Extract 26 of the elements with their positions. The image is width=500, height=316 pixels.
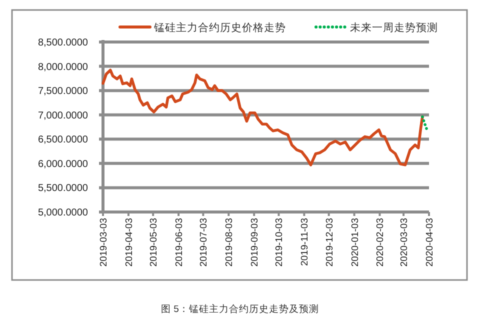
x-tick-label: 2019-12-03 — [324, 218, 336, 267]
caption: 图 5：锰硅主力合约历史走势及预测 — [161, 303, 319, 315]
y-tick-label: 7,500.0000 — [38, 86, 88, 98]
x-tick-label: 2019-10-03 — [274, 218, 286, 267]
legend-label: 锰硅主力合约历史价格走势 — [153, 21, 286, 34]
x-tick-label: 2020-01-03 — [350, 218, 361, 267]
x-tick-label: 2020-03-03 — [399, 218, 410, 267]
y-tick-label: 8,000.0000 — [38, 62, 88, 73]
y-tick-label: 6,000.0000 — [38, 158, 88, 170]
y-tick-label: 8,500.0000 — [38, 38, 88, 48]
x-tick-label: 2019-11-03 — [300, 218, 311, 266]
line-series — [102, 68, 424, 166]
y-tick-label: 5,500.0000 — [38, 183, 88, 194]
x-tick-label: 2020-04-03 — [424, 218, 436, 267]
y-tick-label: 7,000.0000 — [38, 110, 88, 122]
x-tick-label: 2019-04-03 — [124, 218, 135, 267]
x-tick-label: 2019-07-03 — [198, 218, 210, 267]
y-tick-label: 6,500.0000 — [38, 134, 88, 146]
x-tick-label: 2019-03-03 — [98, 218, 110, 267]
x-tick-label: 2019-09-03 — [250, 218, 261, 267]
x-tick-label: 2019-06-03 — [174, 218, 186, 267]
x-tick-label: 2020-02-03 — [375, 218, 386, 267]
x-tick-label: 2019-05-03 — [148, 218, 160, 267]
y-tick-label: 5,000.0000 — [38, 208, 88, 218]
x-tick-label: 2019-08-03 — [224, 218, 236, 267]
legend-label: 未来一周走势预测 — [350, 21, 438, 34]
